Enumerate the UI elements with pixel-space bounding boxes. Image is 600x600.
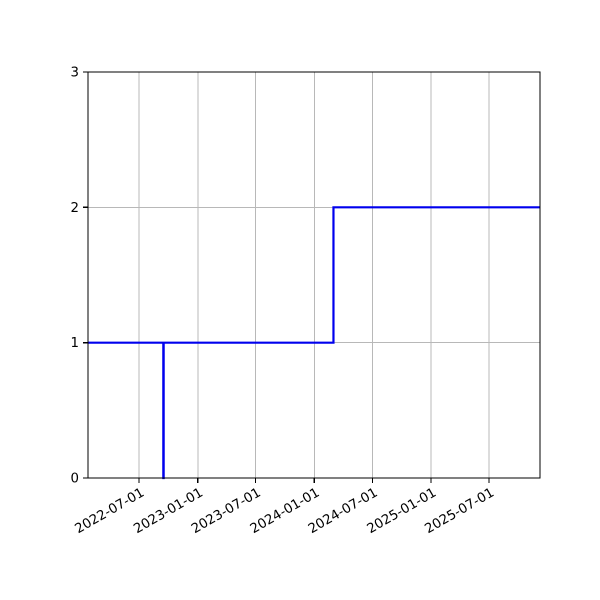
y-tick-label: 1 — [71, 336, 79, 351]
y-tick-label: 0 — [71, 472, 79, 487]
y-tick-label: 3 — [71, 66, 79, 81]
y-tick-label: 2 — [71, 201, 79, 216]
step-line — [88, 206, 540, 480]
